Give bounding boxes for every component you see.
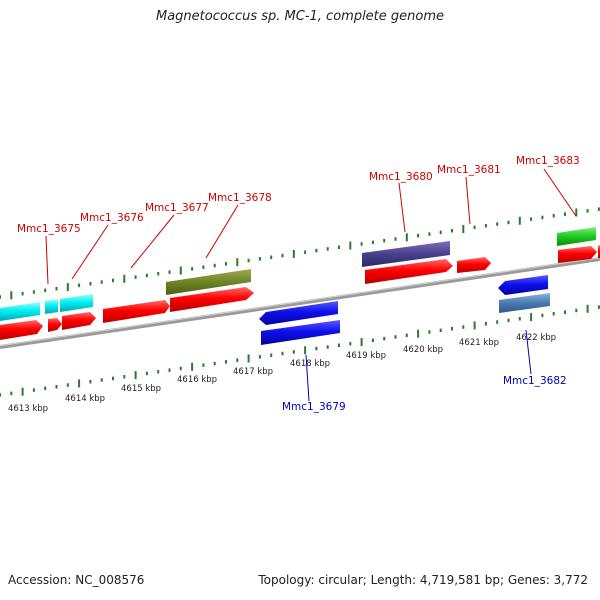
- gene-label-3681: Mmc1_3681: [437, 164, 501, 176]
- gene-label-3683: Mmc1_3683: [516, 155, 580, 167]
- gene-arrow[interactable]: [365, 259, 453, 284]
- gene-label-3678: Mmc1_3678: [208, 192, 272, 204]
- gene-arrow[interactable]: [62, 312, 96, 330]
- scale-tick-label: 4616 kbp: [177, 375, 217, 385]
- scale-tick-label: 4622 kbp: [516, 333, 556, 343]
- gene-arrow[interactable]: [45, 299, 58, 314]
- accession-text: Accession: NC_008576: [8, 573, 145, 587]
- gene-features: [0, 227, 600, 345]
- gene-label-3677: Mmc1_3677: [145, 202, 209, 214]
- genome-summary-text: Topology: circular; Length: 4,719,581 bp…: [258, 573, 588, 587]
- gene-label-3676: Mmc1_3676: [80, 212, 144, 224]
- scale-tick-label: 4617 kbp: [233, 367, 273, 377]
- gene-label-3680: Mmc1_3680: [369, 171, 433, 183]
- gene-arrow[interactable]: [261, 320, 340, 345]
- gene-arrow[interactable]: [48, 318, 62, 332]
- gene-labels: Mmc1_3675 Mmc1_3676 Mmc1_3677 Mmc1_3678 …: [17, 155, 580, 413]
- gene-arrow[interactable]: [60, 294, 93, 312]
- gene-label-3675: Mmc1_3675: [17, 223, 81, 235]
- gene-arrow[interactable]: [0, 302, 40, 321]
- gene-arrow[interactable]: [170, 287, 254, 312]
- scale-tick-label: 4613 kbp: [8, 404, 48, 414]
- gene-arrow[interactable]: [558, 246, 597, 263]
- gene-arrow[interactable]: [166, 269, 251, 295]
- gene-label-3679: Mmc1_3679: [282, 401, 346, 413]
- gene-arrow[interactable]: [457, 257, 491, 273]
- gene-arrow[interactable]: [499, 293, 550, 313]
- scale-tick-label: 4620 kbp: [403, 345, 443, 355]
- upper-tick-track: [0, 207, 600, 300]
- gene-arrow[interactable]: [362, 241, 450, 267]
- scale-labels: 4613 kbp 4614 kbp 4615 kbp 4616 kbp 4617 kbp…: [8, 333, 556, 414]
- scale-tick-label: 4619 kbp: [346, 351, 386, 361]
- scale-tick-label: 4618 kbp: [290, 359, 330, 369]
- lower-tick-track: [0, 304, 600, 397]
- scale-tick-label: 4614 kbp: [65, 394, 105, 404]
- gene-callout-lines: [45, 168, 577, 402]
- genome-title: Magnetococcus sp. MC-1, complete genome: [155, 9, 445, 24]
- gene-label-3682: Mmc1_3682: [503, 375, 567, 387]
- gene-arrow[interactable]: [498, 275, 548, 295]
- scale-tick-label: 4621 kbp: [459, 338, 499, 348]
- gene-arrow[interactable]: [259, 301, 338, 325]
- gene-arrow[interactable]: [557, 227, 596, 246]
- gene-arrow[interactable]: [103, 300, 170, 323]
- genome-axis: [0, 257, 600, 349]
- scale-tick-label: 4615 kbp: [121, 384, 161, 394]
- gene-arrow[interactable]: [0, 320, 43, 340]
